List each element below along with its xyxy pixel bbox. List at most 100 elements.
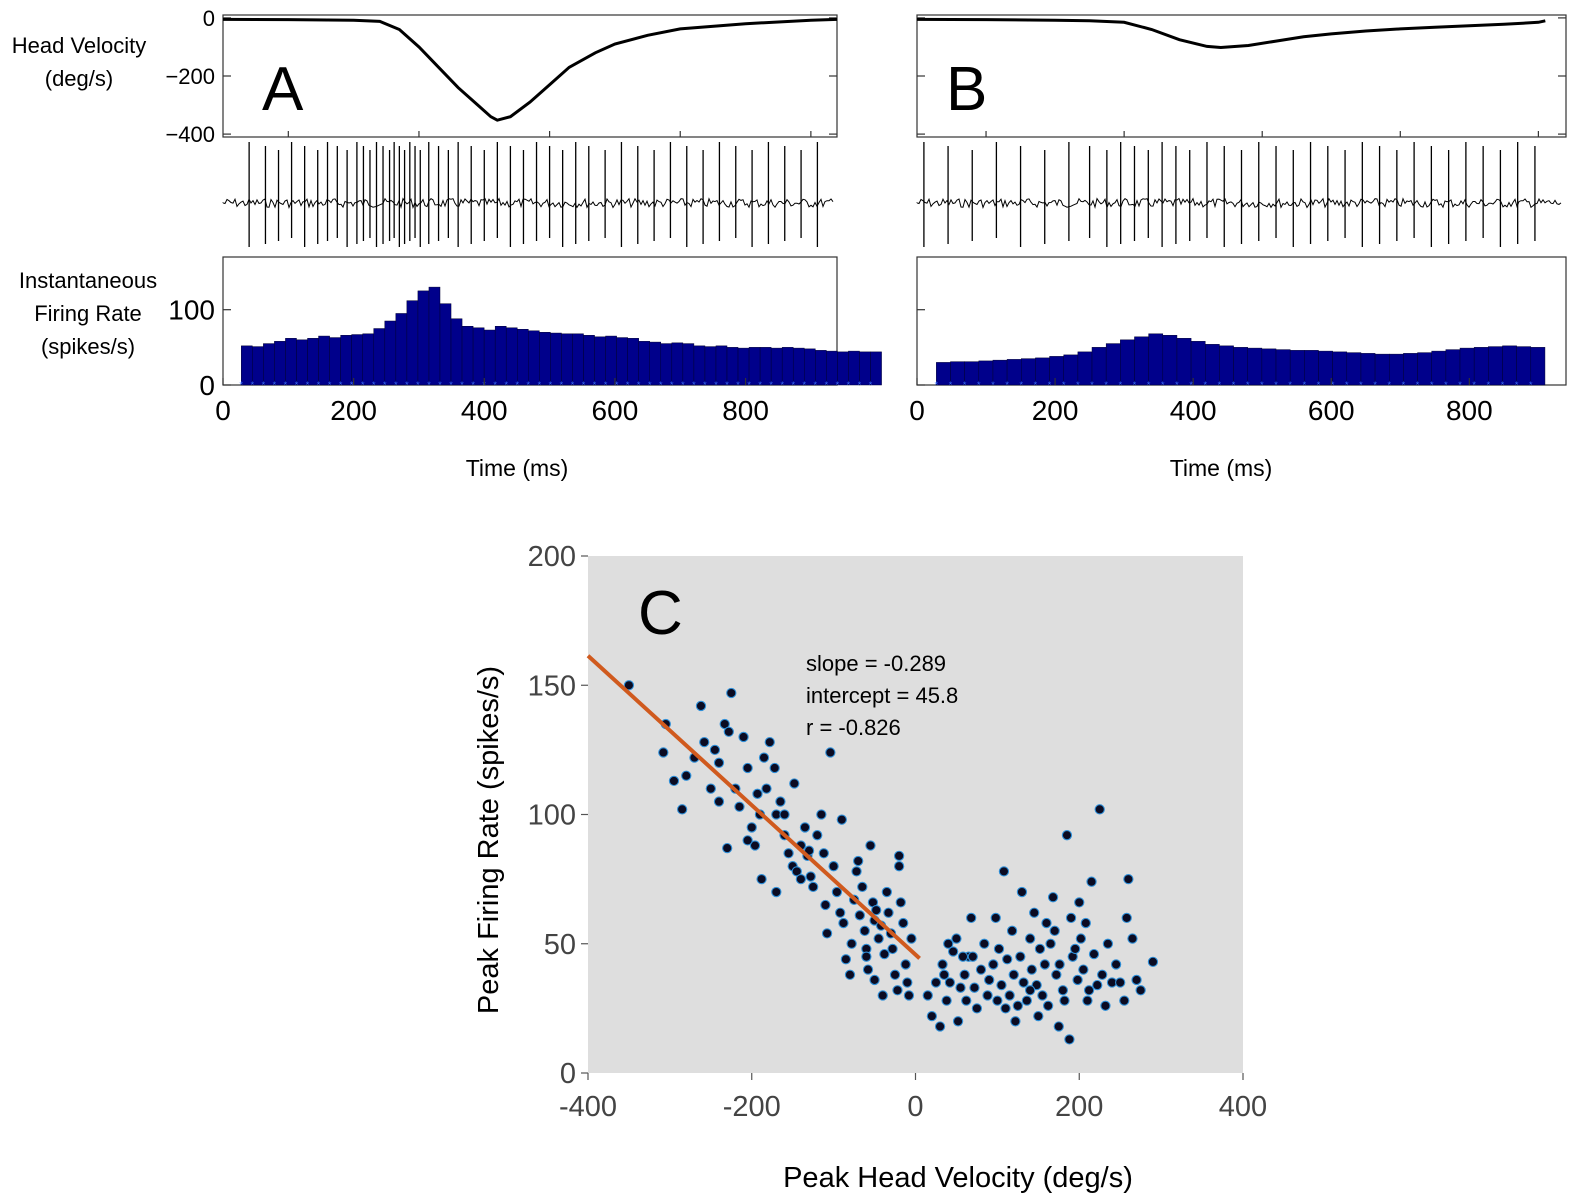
panel-b-rate-bar-marker: *: [1317, 380, 1321, 390]
panel-b-xlabel: Time (ms): [1170, 455, 1273, 481]
panel-b-rate-bar-marker: *: [1133, 380, 1137, 390]
panel-a-rate-bar-marker: *: [273, 380, 277, 390]
panel-c-xlabel: Peak Head Velocity (deg/s): [783, 1162, 1133, 1194]
panel-a-rate-bar: [450, 318, 463, 386]
panel-c-point: [840, 954, 852, 965]
panel-c-point: [992, 995, 1003, 1006]
panel-c-point: [869, 974, 880, 986]
panel-a-rate-bar: [550, 332, 562, 386]
panel-a-rate-bar: [505, 327, 518, 386]
panel-b-trace-baseline: [916, 197, 1562, 209]
panel-b-rate-xtick-label: 800: [1446, 395, 1493, 426]
panel-c-point: [723, 726, 734, 737]
panel-a-rate-bar-marker: *: [582, 380, 586, 390]
panel-b-rate-bar-marker: *: [963, 380, 967, 390]
panel-a-rate-bar-marker: *: [604, 380, 608, 390]
panel-c-ylabel: Peak Firing Rate (spikes/s): [473, 666, 505, 1014]
panel-c-point: [825, 747, 836, 758]
panel-a-velocity-ytick-label: −400: [165, 122, 215, 147]
panel-c-point: [853, 855, 864, 867]
panel-a-rate-bar: [428, 286, 441, 386]
panel-b-rate-bar-marker: *: [991, 380, 995, 390]
panel-b-rate-bar-marker: *: [1274, 380, 1278, 390]
panel-b-rate-bar-marker: *: [1416, 380, 1420, 390]
panel-c-point: [952, 1016, 964, 1027]
panel-c-point: [1016, 886, 1028, 898]
panel-a-rate-bar-marker: *: [858, 380, 862, 390]
panel-c-point: [681, 770, 692, 781]
panel-c-point: [1083, 985, 1095, 996]
panel-c-point: [889, 969, 901, 980]
panel-a-rate-bar-marker: *: [571, 380, 575, 390]
panel-c-point: [1127, 933, 1138, 944]
panel-a-velocity-label-line1: Head Velocity: [12, 33, 147, 58]
panel-a-rate-bar-marker: *: [681, 380, 685, 390]
panel-c-point: [1064, 1034, 1075, 1045]
panel-c-point: [828, 861, 839, 872]
panel-a-rate-bar-marker: *: [504, 380, 508, 390]
panel-c-xtick-label: -400: [559, 1091, 617, 1123]
panel-c-point: [865, 840, 876, 851]
panel-b-rate-bar-marker: *: [1345, 380, 1349, 390]
panel-c-point: [769, 762, 780, 774]
panel-c-point: [879, 948, 890, 960]
panel-c-point: [789, 778, 800, 789]
panel-c-point: [859, 925, 870, 936]
panel-c-point: [791, 866, 802, 877]
panel-c-point: [746, 822, 757, 833]
panel-b-rate-bar-marker: *: [1387, 380, 1391, 390]
panel-c-point: [713, 796, 725, 807]
panel-b-rate-bar-marker: *: [1203, 380, 1207, 390]
panel-a-rate-bar: [638, 341, 650, 386]
panel-b-rate-bar-marker: *: [1076, 380, 1080, 390]
panel-c-point: [1080, 917, 1091, 929]
panel-a-rate-bar-marker: *: [714, 380, 718, 390]
panel-c-point: [742, 835, 753, 846]
panel-c-point: [812, 830, 823, 841]
panel-a-rate-bar-marker: *: [460, 380, 464, 390]
panel-c-point: [1123, 873, 1134, 885]
panel-c-point: [722, 842, 733, 854]
panel-c-point: [719, 718, 730, 730]
panel-a-rate-xtick-label: 0: [215, 395, 231, 426]
panel-a-rate-xtick-label: 200: [330, 395, 377, 426]
panel-a-rate-bar: [351, 334, 363, 386]
panel-c-point: [1039, 959, 1051, 970]
panel-c-point: [1057, 985, 1069, 996]
panel-b-rate-bar-marker: *: [1005, 380, 1009, 390]
panel-a-letter: A: [262, 55, 304, 124]
panel-c-point: [1034, 943, 1046, 955]
panel-a-rate-bar-marker: *: [306, 380, 310, 390]
panel-b-rate-bar-marker: *: [1501, 380, 1505, 390]
panel-a-rate-bar-marker: *: [317, 380, 321, 390]
panel-a-rate-xtick-label: 800: [722, 395, 769, 426]
panel-c-point: [695, 700, 707, 712]
panel-a-rate-bar-marker: *: [493, 380, 497, 390]
panel-a-rate-bar: [461, 326, 474, 386]
panel-c-stat-r: r = -0.826: [806, 715, 901, 740]
panel-c-point: [677, 804, 688, 815]
panel-b-rate-bar-marker: *: [1034, 380, 1038, 390]
panel-b-rate-bar-marker: *: [1430, 380, 1434, 390]
panel-c-point: [957, 951, 969, 962]
panel-b: B * * * * * * * * * * * * * * * * * * * * * * * * * * * * * * * * * * * * * *…: [909, 14, 1567, 481]
panel-a-rate-bar: [318, 335, 330, 386]
panel-b-rate-bar-marker: *: [1161, 380, 1165, 390]
panel-a-rate-bars: * * * * * * * * * * * * * * * * * * * * * * * * * * * * * * * * * * * * * * * *…: [240, 286, 882, 390]
panel-a-rate-bar-marker: *: [791, 380, 795, 390]
panel-a-rate-bar: [671, 342, 684, 386]
panel-a-rate-bar: [605, 335, 617, 386]
panel-c-point: [934, 1021, 946, 1032]
panel-c-point: [1115, 977, 1126, 988]
panel-a-velocity-frame: [222, 14, 838, 138]
panel-c-ytick-label: 200: [528, 541, 576, 573]
panel-b-rate-bar-marker: *: [1218, 380, 1222, 390]
panel-c-point: [820, 899, 831, 911]
panel-c-point: [893, 861, 905, 872]
panel-a-rate-bar-marker: *: [427, 380, 431, 390]
panel-a-rate-bar: [307, 338, 319, 386]
panel-a-rate-bar-marker: *: [383, 380, 387, 390]
panel-c-scatter-points: [623, 680, 1159, 1045]
panel-c-point: [1047, 892, 1059, 903]
panel-c-point: [982, 990, 993, 1001]
